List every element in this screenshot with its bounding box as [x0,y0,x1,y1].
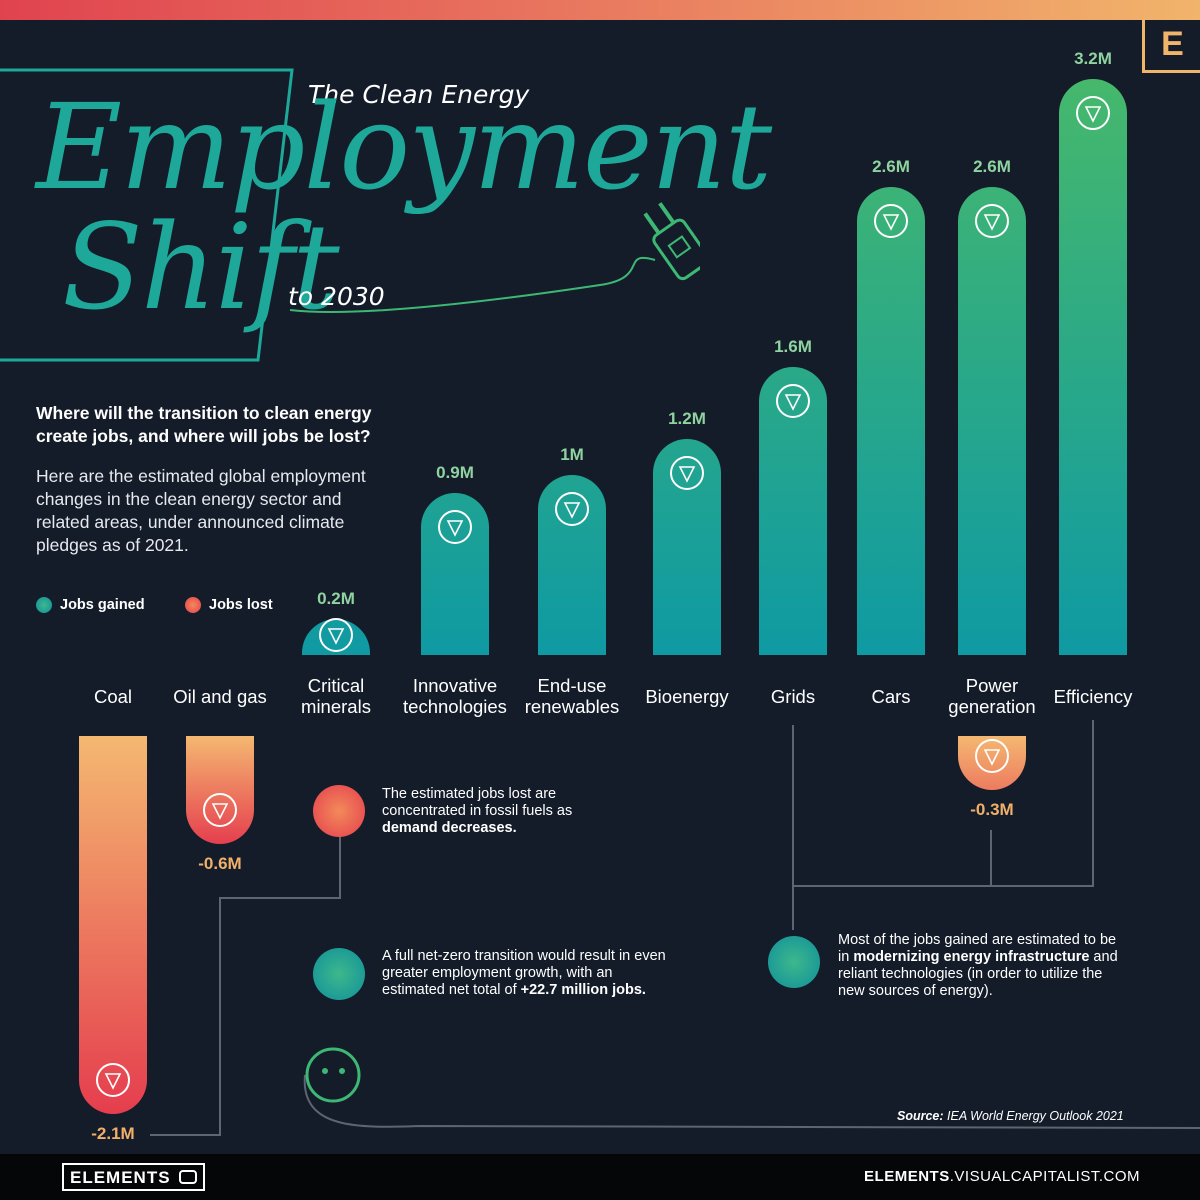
infrastructure-note: Most of the jobs gained are estimated to… [838,932,1118,999]
bar-gained-end-use-renewables [538,475,606,655]
flower-icon [670,456,704,490]
bar-gained-bioenergy [653,439,721,655]
fossil-note: The estimated jobs lost are concentrated… [382,786,573,836]
category-label-critical-minerals: Critical minerals [301,675,371,717]
value-label-gained-grids: 1.6M [774,337,812,356]
value-label-lost-power-generation: -0.3M [970,800,1014,819]
coal-icon [96,1063,130,1097]
category-label-oil-and-gas: Oil and gas [173,686,267,707]
intro-question: Where will the transition to clean energ… [36,403,372,446]
fossil-note-icon [313,785,365,837]
intro-text: Here are the estimated global employment… [36,466,366,555]
category-label-innovative-technologies: Innovative technologies [403,675,507,717]
value-label-gained-critical-minerals: 0.2M [317,589,355,608]
bar-gained-efficiency [1059,79,1127,655]
site-url[interactable]: ELEMENTS.VISUALCAPITALIST.COM [864,1168,1140,1185]
bar-gained-grids [759,367,827,655]
value-label-gained-end-use-renewables: 1M [560,445,584,464]
connector-lines [150,720,1200,1136]
legend-gained-swatch [36,597,52,613]
value-label-gained-efficiency: 3.2M [1074,49,1112,68]
plug-icon [643,202,700,281]
elements-logo[interactable]: ELEMENTS [62,1163,205,1191]
corner-logo: E [1142,18,1200,73]
bar-gained-innovative-technologies [421,493,489,655]
category-label-end-use-renewables: End-use renewables [524,675,620,717]
title-pre: The Clean Energy [308,80,530,109]
category-label-grids: Grids [770,686,816,707]
wheel-icon [874,204,908,238]
title-line2: Shift [62,198,340,336]
legend-lost-swatch [185,597,201,613]
title-line1: Employment [36,78,772,216]
recycle-icon [555,492,589,526]
value-label-gained-power-generation: 2.6M [973,157,1011,176]
lightning-icon [975,739,1009,773]
lightbulb-icon [438,510,472,544]
bar-gained-power-generation [958,187,1026,655]
title-frame [0,68,700,362]
value-label-gained-cars: 2.6M [872,157,910,176]
legend-gained: Jobs gained [36,597,145,613]
net-zero-note: A full net-zero transition would result … [382,948,666,998]
bar-gained-cars [857,187,925,655]
category-label-efficiency: Efficiency [1053,686,1133,707]
value-label-gained-innovative-technologies: 0.9M [436,463,474,482]
bar-gained-critical-minerals [302,619,370,655]
legend-lost: Jobs lost [185,597,273,613]
net-zero-note-icon [313,948,365,1000]
category-label-bioenergy: Bioenergy [645,686,729,707]
mineral-icon [319,618,353,652]
lightning-icon [975,204,1009,238]
source-note: Source: IEA World Energy Outlook 2021 [897,1109,1124,1123]
clock-icon [1076,96,1110,130]
bar-lost-coal [79,736,147,1114]
title-post: to 2030 [288,282,385,311]
footer [0,1154,1200,1200]
grid-icon [776,384,810,418]
value-label-lost-oil-and-gas: -0.6M [198,854,242,873]
oil-drop-icon [203,793,237,827]
socket-plug-icon [305,1047,361,1103]
value-label-gained-bioenergy: 1.2M [668,409,706,428]
value-label-lost-coal: -2.1M [91,1124,135,1143]
bar-lost-oil-and-gas [186,736,254,844]
category-label-cars: Cars [871,686,911,707]
category-label-power-generation: Power generation [948,675,1036,717]
mask-icon [178,1170,197,1184]
infrastructure-note-icon [768,936,820,988]
top-accent-bar [0,0,1200,20]
category-label-coal: Coal [93,686,133,707]
